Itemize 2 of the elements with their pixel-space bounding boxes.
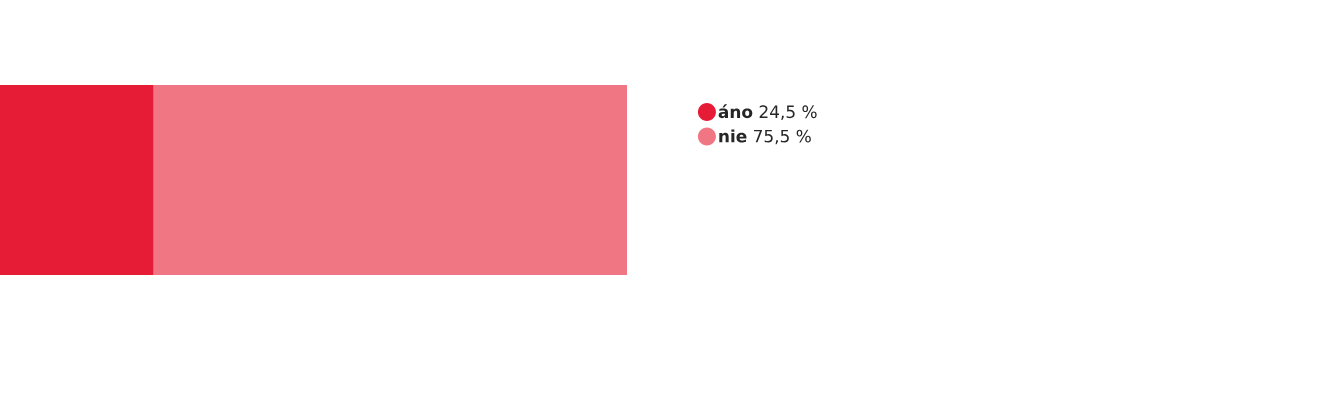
legend-label: áno 24,5 % [718, 104, 817, 120]
legend-label: nie 75,5 % [719, 129, 811, 145]
